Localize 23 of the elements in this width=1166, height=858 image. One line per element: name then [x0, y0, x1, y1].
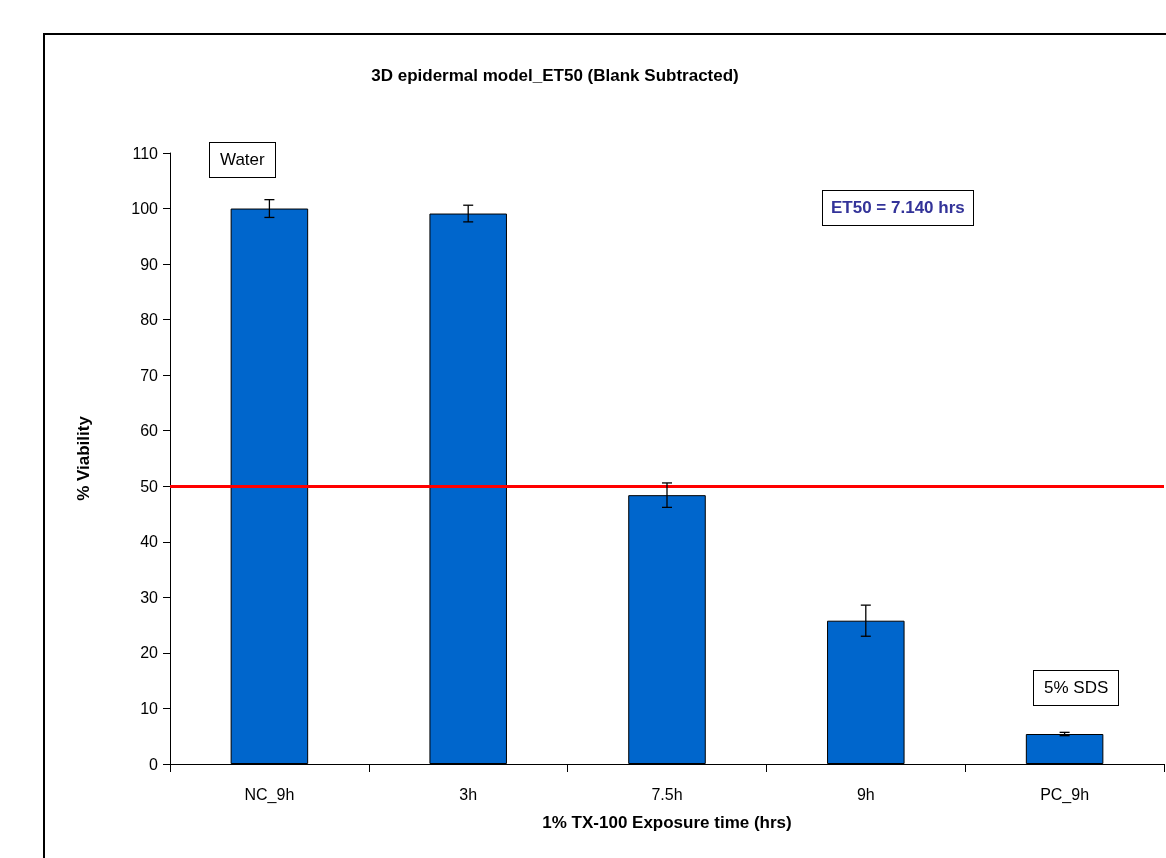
x-tick-label: 9h: [856, 785, 875, 803]
x-axis-title: 1% TX-100 Exposure time (hrs): [542, 813, 792, 832]
y-tick-label: 90: [140, 255, 159, 273]
y-tick-label: 80: [140, 311, 159, 329]
x-tick-label: NC_9h: [244, 785, 295, 804]
annotation: ET50 = 7.140 hrs: [822, 190, 974, 226]
x-tick-label: 3h: [459, 785, 478, 803]
x-tick-label: PC_9h: [1040, 785, 1090, 804]
y-tick-label: 50: [140, 477, 159, 495]
chart-title: 3D epidermal model_ET50 (Blank Subtracted): [371, 66, 739, 85]
annotation: 5% SDS: [1033, 670, 1120, 706]
y-tick-label: 40: [140, 533, 159, 551]
y-tick-label: 60: [140, 422, 159, 440]
y-tick-label: 0: [149, 755, 159, 773]
y-tick-label: 20: [140, 644, 159, 662]
y-tick-label: 100: [131, 200, 159, 218]
y-tick-label: 70: [140, 366, 159, 384]
y-axis-title: % Viability: [74, 415, 93, 501]
y-tick-label: 30: [140, 588, 159, 606]
y-tick-label: 10: [140, 699, 159, 717]
annotation: Water: [209, 142, 276, 178]
x-tick-label: 7.5h: [651, 785, 683, 803]
y-tick-label: 110: [132, 144, 159, 162]
